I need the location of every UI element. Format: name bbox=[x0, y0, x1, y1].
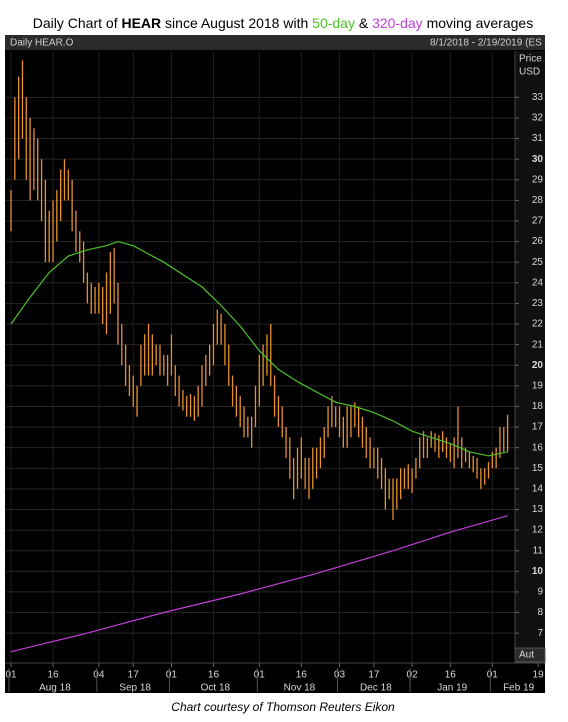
x-tick-label: 01 bbox=[487, 670, 499, 681]
x-tick-label: 01 bbox=[5, 670, 17, 681]
auto-label[interactable]: Aut bbox=[519, 650, 534, 661]
y-tick-label: 15 bbox=[532, 463, 544, 474]
y-tick-label: 21 bbox=[532, 339, 544, 350]
x-tick-label: 02 bbox=[407, 670, 419, 681]
y-tick-label: 9 bbox=[537, 587, 543, 598]
y-tick-label: 20 bbox=[532, 360, 544, 371]
range-label: 8/1/2018 - 2/19/2019 (ES bbox=[430, 38, 542, 49]
month-label: Aug 18 bbox=[39, 683, 71, 694]
x-tick-label: 17 bbox=[368, 670, 380, 681]
y-tick-label: 14 bbox=[532, 484, 544, 495]
header-bar bbox=[5, 35, 545, 50]
y-tick-label: 25 bbox=[532, 257, 544, 268]
y-tick-label: 27 bbox=[532, 216, 544, 227]
month-label: Sep 18 bbox=[119, 683, 151, 694]
x-tick-label: 01 bbox=[166, 670, 178, 681]
y-tick-label: 17 bbox=[532, 422, 544, 433]
x-tick-label: 16 bbox=[296, 670, 308, 681]
x-tick-label: 16 bbox=[47, 670, 59, 681]
y-tick-label: 7 bbox=[537, 628, 543, 639]
x-tick-label: 17 bbox=[128, 670, 140, 681]
y-axis-panel bbox=[515, 51, 545, 663]
y-axis-title: Price bbox=[519, 54, 542, 65]
x-tick-label: 04 bbox=[93, 670, 105, 681]
title-part: Daily Chart of bbox=[33, 15, 122, 31]
y-tick-label: 30 bbox=[532, 154, 544, 165]
y-tick-label: 26 bbox=[532, 236, 544, 247]
x-tick-label: 16 bbox=[445, 670, 457, 681]
y-tick-label: 12 bbox=[532, 525, 544, 536]
y-tick-label: 19 bbox=[532, 380, 544, 391]
title-part: & bbox=[355, 15, 372, 31]
y-tick-label: 13 bbox=[532, 504, 544, 515]
month-label: Jan 19 bbox=[437, 683, 467, 694]
y-tick-label: 28 bbox=[532, 195, 544, 206]
y-tick-label: 23 bbox=[532, 298, 544, 309]
x-tick-label: 16 bbox=[208, 670, 220, 681]
month-label: Feb 19 bbox=[503, 683, 535, 694]
ticker-label: Daily HEAR.O bbox=[10, 38, 74, 49]
chart-panel bbox=[5, 35, 545, 693]
caption: Chart courtesy of Thomson Reuters Eikon bbox=[171, 700, 395, 714]
month-label: Dec 18 bbox=[360, 683, 392, 694]
y-tick-label: 8 bbox=[537, 607, 543, 618]
month-label: Nov 18 bbox=[284, 683, 316, 694]
x-tick-label: 19 bbox=[533, 670, 545, 681]
title-part: 320-day bbox=[372, 15, 423, 31]
month-label: Oct 18 bbox=[201, 683, 231, 694]
y-tick-label: 11 bbox=[533, 545, 544, 556]
title-part: since August 2018 with bbox=[161, 15, 312, 31]
title-part: HEAR bbox=[121, 15, 161, 31]
y-tick-label: 16 bbox=[532, 442, 544, 453]
y-tick-label: 18 bbox=[532, 401, 544, 412]
moving-average-line bbox=[10, 515, 508, 653]
y-tick-label: 33 bbox=[532, 92, 544, 103]
title-part: moving averages bbox=[423, 15, 534, 31]
y-tick-label: 10 bbox=[532, 566, 544, 577]
y-axis-title: USD bbox=[519, 67, 540, 78]
title-part: 50-day bbox=[312, 15, 355, 31]
moving-average-line bbox=[10, 240, 508, 457]
x-tick-label: 03 bbox=[334, 670, 346, 681]
x-tick-label: 01 bbox=[254, 670, 266, 681]
y-tick-label: 24 bbox=[532, 277, 544, 288]
y-tick-label: 32 bbox=[532, 113, 544, 124]
y-tick-label: 31 bbox=[532, 133, 544, 144]
y-tick-label: 29 bbox=[532, 174, 544, 185]
chart-title: Daily Chart of HEAR since August 2018 wi… bbox=[33, 15, 533, 31]
y-tick-label: 22 bbox=[532, 319, 544, 330]
